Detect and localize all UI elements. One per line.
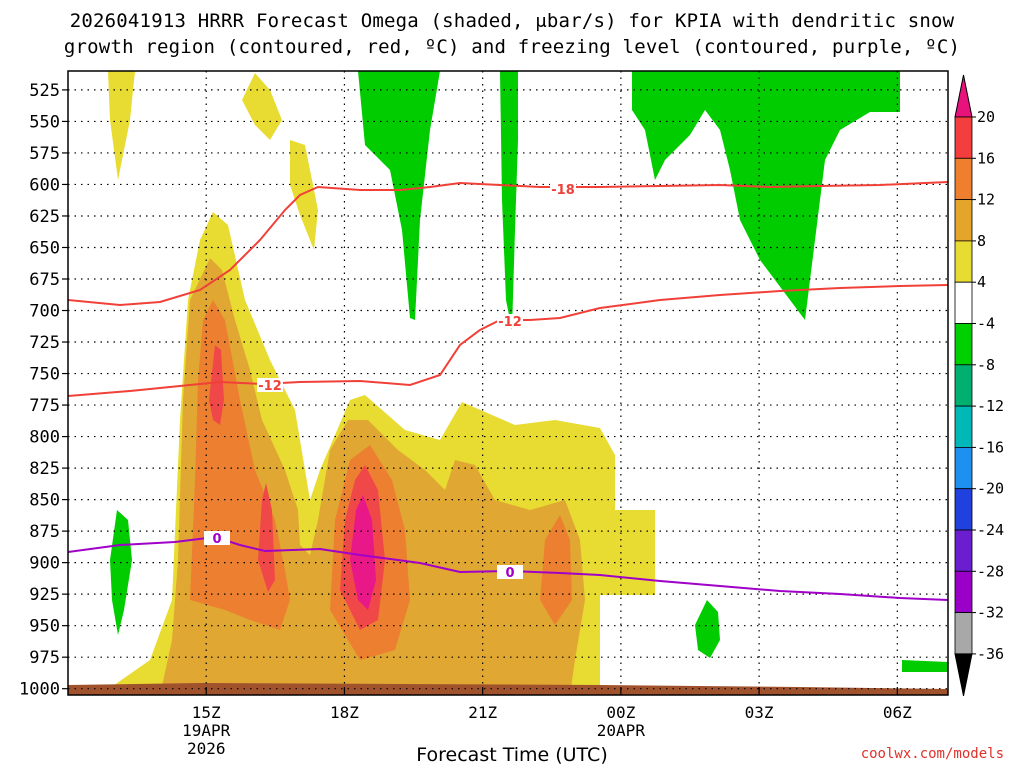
colorbar-label-12: 12 [977,191,995,209]
dgz-minus12-line [68,284,948,397]
contour-label-3: 0 [212,532,221,547]
omega-12-16-c [540,515,572,625]
colorbar-label-20: 20 [977,108,995,126]
y-tick-label-675: 675 [29,270,60,290]
omega-16-20-b [258,483,275,592]
x-tick-label-06Z: 06Z [883,703,912,722]
omega-neg-b [500,71,518,330]
title-line-2: growth region (contoured, red, ºC) and f… [63,36,961,58]
site-credit: coolwx.com/models [860,746,1004,762]
y-tick-label-725: 725 [29,333,60,353]
y-tick-label-825: 825 [29,459,60,479]
ground-surface [68,683,948,695]
y-tick-label-1000: 1000 [19,680,60,700]
x-axis-title: Forecast Time (UTC) [416,744,608,766]
colorbar-label-16: 16 [977,149,995,167]
colorbar-bin--8 to -4 [954,323,973,366]
contour-label-4: 0 [505,566,514,581]
omega-20-plus [350,495,376,610]
colorbar-bin--4 to 4 [954,281,973,324]
omega-4-8-upper-c [290,140,318,250]
y-tick-label-550: 550 [29,112,60,132]
y-tick-label-925: 925 [29,585,60,605]
colorbar: 20 16 12 8 4 -4 -8 -12 -16 -20 -24 -28 -32 -36 [954,74,1004,696]
colorbar-bin--20 to -16 [954,446,973,490]
y-tick-label-975: 975 [29,648,60,668]
x-tick-year-15Z: 2026 [187,739,226,758]
colorbar-label--12: -12 [977,397,1004,415]
contour-label-bg-4 [497,565,523,579]
dgz-minus18-line [68,181,948,307]
colorbar-label-4: 4 [977,273,986,291]
x-tick-label-21Z: 21Z [468,703,497,722]
y-tick-label-900: 900 [29,554,60,574]
y-tick-label-850: 850 [29,491,60,511]
colorbar-bin--12 to -8 [954,364,973,407]
omega-16-20-a [209,345,224,425]
title-line-1: 2026041913 HRRR Forecast Omega (shaded, … [69,10,955,32]
y-tick-label-750: 750 [29,365,60,385]
colorbar-label--16: -16 [977,438,1004,456]
omega-neg-f [902,660,948,672]
colorbar-bin--16 to -12 [954,405,973,448]
y-tick-label-950: 950 [29,617,60,637]
omega-neg-e [695,600,720,658]
colorbar-bin-4 to 8 [954,240,973,283]
x-tick-label-18Z: 18Z [330,703,359,722]
y-axis: 525 550 575 600 625 650 675 700 725 750 775 800 825 8… [19,81,68,700]
x-tick-label-15Z: 15Z [192,703,221,722]
x-tick-label-03Z: 03Z [745,703,774,722]
colorbar-bin-16 to 20 [954,116,973,159]
colorbar-bin--24 to -20 [954,488,973,531]
y-tick-label-775: 775 [29,396,60,416]
x-tick-label-00Z: 00Z [606,703,635,722]
y-tick-label-525: 525 [29,81,60,101]
y-tick-label-625: 625 [29,207,60,227]
x-tick-date-15Z: 19APR [182,721,231,740]
colorbar-label--4: -4 [977,315,995,333]
plot-frame [67,70,949,696]
chart-title: 2026041913 HRRR Forecast Omega (shaded, … [0,8,1024,60]
colorbar-label-8: 8 [977,232,986,250]
colorbar-label--8: -8 [977,356,995,374]
contours: -18 -12 -12 0 0 [68,181,948,601]
colorbar-bin-8 to 12 [954,199,973,242]
contour-label-bg-0 [550,182,576,196]
y-tick-label-875: 875 [29,522,60,542]
colorbar-bin-12 to 16 [954,157,973,201]
contour-label-bg-1 [497,314,523,328]
colorbar-bin-< -36 [954,653,973,696]
omega-neg-d [110,510,132,635]
y-tick-label-575: 575 [29,144,60,164]
colorbar-bin--36 to -32 [954,612,973,655]
contour-label-2: -12 [258,379,282,394]
omega-4-8-upper-b [242,73,282,140]
contour-label-bg-3 [204,531,230,545]
colorbar-bin--28 to -24 [954,529,973,572]
colorbar-bin--32 to -28 [954,570,973,613]
y-tick-label-600: 600 [29,175,60,195]
omega-neg-a [358,71,440,320]
colorbar-label--32: -32 [977,604,1004,622]
contour-label-1: -12 [498,315,522,330]
colorbar-label--28: -28 [977,562,1004,580]
colorbar-label--20: -20 [977,480,1004,498]
y-tick-label-650: 650 [29,238,60,258]
colorbar-label--24: -24 [977,521,1004,539]
contour-label-bg-2 [257,378,283,392]
colorbar-label--36: -36 [977,645,1004,663]
contour-label-0: -18 [551,183,575,198]
y-tick-label-800: 800 [29,428,60,448]
x-tick-date-00Z: 20APR [597,721,646,740]
colorbar-bin-20+ [954,74,973,118]
y-tick-label-700: 700 [29,302,60,322]
omega-neg-c [632,71,900,320]
